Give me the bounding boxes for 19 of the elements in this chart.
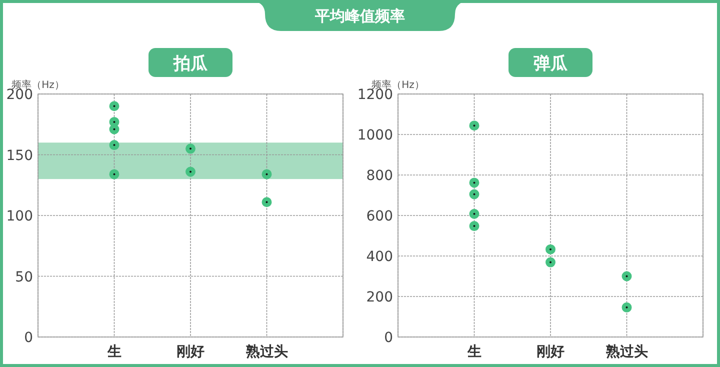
x-tick-label: 刚好: [176, 344, 204, 360]
x-tick-label: 熟过头: [244, 343, 288, 360]
y-tick-label: 600: [366, 208, 393, 224]
y-tick-label: 1000: [357, 128, 393, 144]
y-tick-label: 0: [24, 330, 33, 346]
y-tick-label: 150: [6, 148, 33, 164]
x-tick-label: 生: [106, 344, 122, 360]
y-tick-label: 200: [366, 290, 393, 306]
y-tick-label: 100: [6, 208, 33, 224]
y-tick-label: 50: [15, 269, 33, 286]
y-tick-label: 0: [384, 330, 393, 346]
chart-title: 平均峰值频率: [314, 7, 405, 25]
chart-subtitle: 拍瓜: [172, 54, 208, 74]
x-tick-label: 熟过头: [604, 343, 648, 360]
chart-subtitle: 弹瓜: [534, 54, 568, 74]
x-tick-label: 刚好: [536, 344, 564, 360]
y-tick-label: 800: [366, 168, 393, 184]
y-tick-label: 400: [366, 249, 393, 265]
x-tick-label: 生: [466, 344, 482, 360]
